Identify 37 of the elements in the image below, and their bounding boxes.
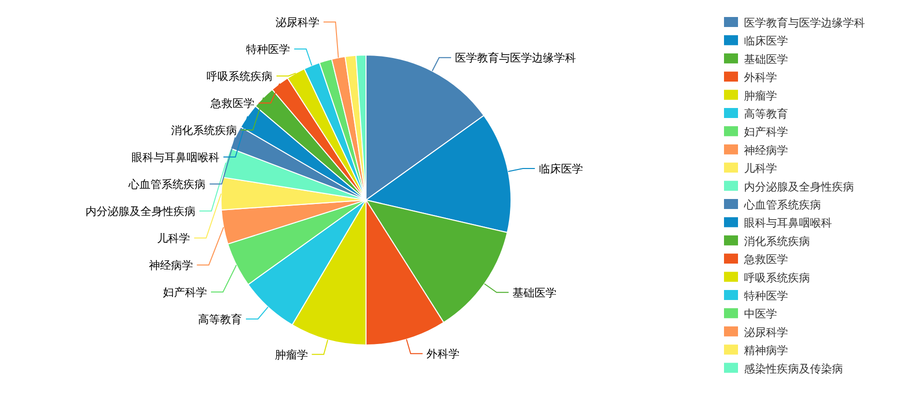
slice-label: 内分泌腺及全身性疾病: [85, 205, 196, 218]
legend-label: 基础医学: [744, 52, 788, 66]
slice-label: 高等教育: [198, 313, 242, 326]
slice-label: 呼吸系统疾病: [206, 70, 272, 83]
slice-label: 医学教育与医学边缘学科: [455, 52, 576, 65]
legend-label: 儿科学: [744, 162, 777, 176]
slice-label: 泌尿科学: [276, 16, 320, 29]
legend-label: 泌尿科学: [744, 326, 788, 339]
slice-label: 肿瘤学: [274, 348, 308, 362]
legend-label: 高等教育: [744, 108, 788, 120]
slice-label: 妇产科学: [162, 286, 207, 299]
slice-label: 特种医学: [246, 43, 290, 56]
legend-label: 临床医学: [744, 34, 788, 48]
legend-label: 神经病学: [744, 144, 788, 157]
category-label: 消化系统疾病: [170, 124, 237, 137]
legend-label: 特种医学: [744, 290, 788, 302]
slice-label: 儿科学: [157, 232, 190, 245]
slice-label: 神经病学: [148, 259, 193, 272]
legend-label: 感染性疾病及传染病: [744, 362, 843, 376]
legend-label: 医学教育与医学边缘学科: [744, 16, 865, 30]
legend-label: 急救医学: [743, 253, 788, 266]
legend-label: 消化系统疾病: [744, 234, 810, 248]
legend-label: 内分泌腺及全身性疾病: [744, 180, 854, 194]
slice-label: 临床医学: [538, 162, 583, 176]
slice-label: 心血管系统疾病: [128, 178, 206, 191]
legend-label: 精神病学: [744, 344, 788, 358]
legend-label: 外科学: [744, 71, 777, 84]
legend-label: 眼科与耳鼻咽喉科: [744, 216, 832, 230]
category-label: 急救医学: [210, 97, 255, 110]
legend-label: 心血管系统疾病: [743, 198, 821, 212]
legend-label: 呼吸系统疾病: [744, 271, 810, 284]
legend-label: 肿瘤学: [744, 89, 777, 102]
slice-label: 基础医学: [512, 286, 557, 300]
slice-label: 眼科与耳鼻咽喉科: [131, 151, 220, 164]
legend-label: 妇产科学: [744, 126, 788, 139]
slice-label: 外科学: [426, 348, 460, 361]
legend-label: 中医学: [744, 308, 777, 321]
